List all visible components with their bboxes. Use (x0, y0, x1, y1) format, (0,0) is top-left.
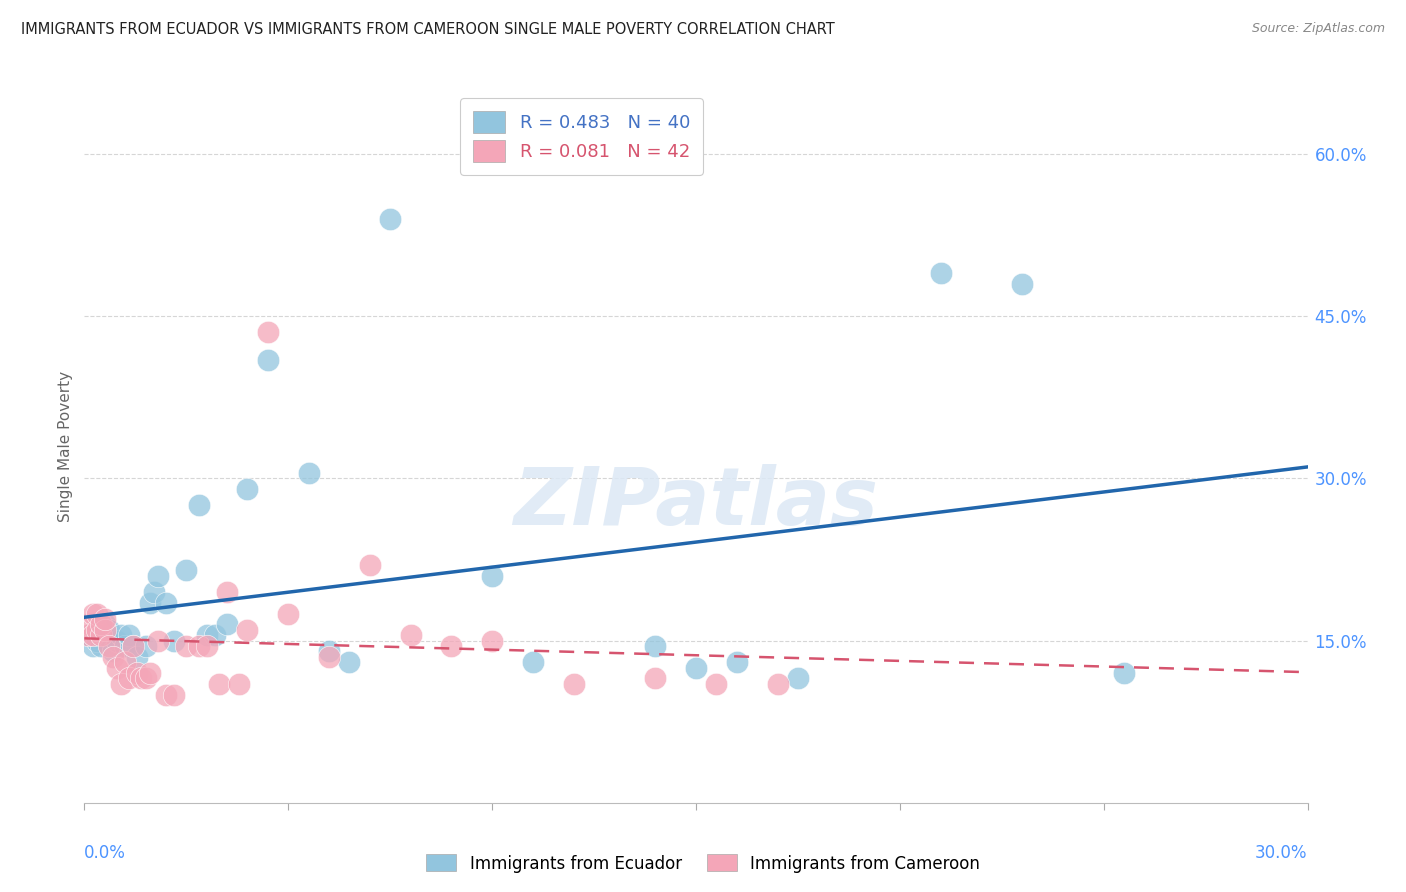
Point (562, 677, 585, 691)
Point (176, 639, 198, 653)
Point (1011, 277, 1033, 291)
Point (522, 655, 544, 669)
Point (257, 352, 280, 367)
Point (146, 633, 169, 648)
Point (97, 639, 120, 653)
Point (127, 649, 149, 664)
Point (380, 211, 402, 226)
Point (176, 563, 198, 577)
Point (318, 649, 340, 664)
Text: 0.0%: 0.0% (84, 844, 127, 862)
Point (82, 639, 104, 653)
Point (110, 628, 132, 642)
Text: ZIPatlas: ZIPatlas (513, 464, 879, 542)
Point (131, 672, 153, 686)
Point (228, 677, 250, 691)
Point (77, 628, 100, 642)
Point (1114, 666, 1136, 681)
Text: IMMIGRANTS FROM ECUADOR VS IMMIGRANTS FROM CAMEROON SINGLE MALE POVERTY CORRELAT: IMMIGRANTS FROM ECUADOR VS IMMIGRANTS FR… (21, 22, 835, 37)
Text: Source: ZipAtlas.com: Source: ZipAtlas.com (1251, 22, 1385, 36)
Point (93, 617, 117, 632)
Point (685, 660, 707, 674)
Point (86, 623, 108, 637)
Point (787, 672, 810, 686)
Point (318, 644, 340, 658)
Point (82, 628, 104, 642)
Point (706, 677, 728, 691)
Point (114, 639, 136, 653)
Point (86, 633, 108, 648)
Point (82, 607, 104, 621)
Point (135, 672, 157, 686)
Point (90, 639, 112, 653)
Point (138, 666, 160, 681)
Point (93, 612, 117, 626)
Point (142, 585, 165, 599)
Point (236, 623, 259, 637)
Point (155, 596, 177, 610)
Point (440, 639, 463, 653)
Point (135, 639, 157, 653)
Point (187, 499, 209, 513)
Point (122, 639, 145, 653)
Point (399, 628, 422, 642)
Point (90, 628, 112, 642)
Point (195, 628, 218, 642)
Point (93, 628, 117, 642)
Point (127, 666, 149, 681)
Point (138, 596, 160, 610)
Point (204, 628, 226, 642)
Point (118, 628, 141, 642)
Point (105, 660, 128, 674)
Text: 30.0%: 30.0% (1256, 844, 1308, 862)
Point (86, 607, 108, 621)
Legend: Immigrants from Ecuador, Immigrants from Cameroon: Immigrants from Ecuador, Immigrants from… (419, 847, 987, 880)
Point (481, 568, 503, 582)
Point (97, 623, 120, 637)
Y-axis label: Single Male Poverty: Single Male Poverty (58, 370, 73, 522)
Point (187, 639, 209, 653)
Point (298, 466, 321, 480)
Point (644, 639, 666, 653)
Point (766, 677, 789, 691)
Point (163, 633, 186, 648)
Point (114, 655, 136, 669)
Point (93, 623, 117, 637)
Point (257, 326, 280, 340)
Point (77, 628, 100, 642)
Point (77, 617, 100, 632)
Point (217, 617, 239, 632)
Legend: R = 0.483   N = 40, R = 0.081   N = 42: R = 0.483 N = 40, R = 0.081 N = 42 (460, 98, 703, 175)
Point (110, 677, 132, 691)
Point (644, 672, 666, 686)
Point (118, 672, 141, 686)
Point (195, 639, 218, 653)
Point (929, 266, 952, 280)
Point (105, 633, 128, 648)
Point (101, 644, 124, 658)
Point (146, 568, 169, 582)
Point (122, 639, 145, 653)
Point (339, 655, 361, 669)
Point (277, 607, 299, 621)
Point (155, 688, 177, 702)
Point (101, 649, 124, 664)
Point (217, 585, 239, 599)
Point (236, 482, 259, 496)
Point (359, 558, 381, 572)
Point (725, 655, 748, 669)
Point (481, 633, 503, 648)
Point (208, 677, 231, 691)
Point (90, 617, 112, 632)
Point (163, 688, 186, 702)
